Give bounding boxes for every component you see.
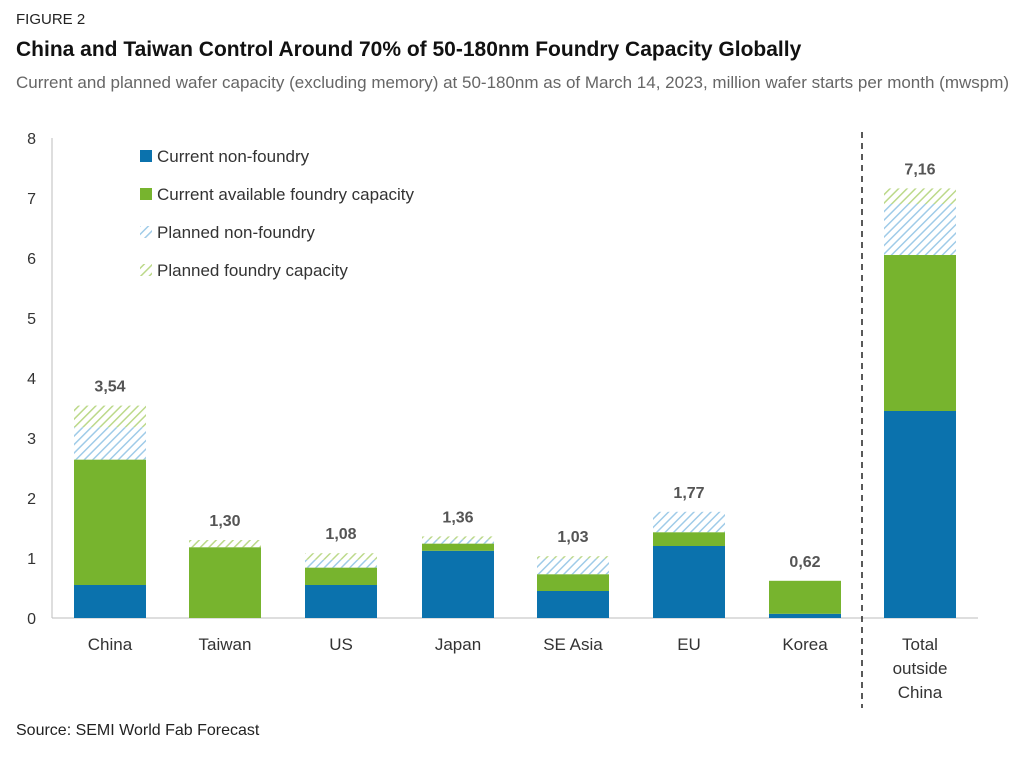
x-category-label: Total xyxy=(902,635,938,654)
bar-segment xyxy=(537,556,609,559)
bar-total-label: 1,30 xyxy=(209,513,240,530)
legend-label: Current available foundry capacity xyxy=(157,185,415,204)
bar-total-label: 7,16 xyxy=(904,161,935,178)
bar-segment xyxy=(884,255,956,411)
bar-segment xyxy=(74,459,146,585)
bar-segment xyxy=(74,427,146,460)
bar-segment xyxy=(422,543,494,551)
y-tick-label: 8 xyxy=(27,131,36,148)
y-tick-label: 1 xyxy=(27,551,36,568)
legend-swatch xyxy=(140,188,152,200)
x-category-label: Taiwan xyxy=(199,635,252,654)
x-category-label: US xyxy=(329,635,353,654)
y-tick-label: 7 xyxy=(27,191,36,208)
chart-subtitle: Current and planned wafer capacity (excl… xyxy=(16,73,1010,92)
x-category-label: outside xyxy=(893,659,948,678)
bar-segment xyxy=(884,411,956,618)
bar-segment xyxy=(422,550,494,618)
bar-segment xyxy=(189,540,261,548)
y-tick-label: 0 xyxy=(27,611,36,628)
x-category-label: SE Asia xyxy=(543,635,603,654)
bar-segment xyxy=(769,613,841,618)
bar-segment xyxy=(653,532,725,546)
bar-segment xyxy=(189,547,261,618)
source-note: Source: SEMI World Fab Forecast xyxy=(16,722,260,739)
bar-segment xyxy=(305,585,377,618)
bar-segment xyxy=(653,511,725,533)
bar-total-label: 1,77 xyxy=(673,485,704,502)
legend-swatch xyxy=(140,264,152,276)
bar-segment xyxy=(305,553,377,560)
legend-label: Current non-foundry xyxy=(157,147,310,166)
bar-segment xyxy=(884,204,956,255)
bar-segment xyxy=(422,536,494,540)
bar-segment xyxy=(537,574,609,591)
bar-segment xyxy=(884,188,956,204)
bar-total-label: 0,62 xyxy=(789,554,820,571)
legend-swatch xyxy=(140,150,152,162)
bar-total-label: 1,36 xyxy=(442,509,473,526)
y-tick-label: 5 xyxy=(27,311,36,328)
y-tick-label: 2 xyxy=(27,491,36,508)
x-category-label: China xyxy=(898,683,943,702)
bar-total-label: 1,08 xyxy=(325,526,356,543)
x-category-label: Japan xyxy=(435,635,481,654)
legend-swatch xyxy=(140,226,152,238)
bar-segment xyxy=(537,558,609,575)
bar-total-label: 3,54 xyxy=(94,379,125,396)
chart-title: China and Taiwan Control Around 70% of 5… xyxy=(16,38,802,61)
bar-segment xyxy=(74,405,146,428)
bar-segment xyxy=(769,580,841,614)
legend-label: Planned non-foundry xyxy=(157,223,315,242)
bar-total-label: 1,03 xyxy=(557,529,588,546)
bar-segment xyxy=(74,585,146,618)
legend-label: Planned foundry capacity xyxy=(157,261,348,280)
x-category-label: Korea xyxy=(782,635,828,654)
figure-label: FIGURE 2 xyxy=(16,11,86,28)
x-category-label: EU xyxy=(677,635,701,654)
y-tick-label: 4 xyxy=(27,371,36,388)
bar-segment xyxy=(653,546,725,618)
bar-segment xyxy=(422,539,494,544)
bar-segment xyxy=(537,591,609,618)
x-category-label: China xyxy=(88,635,133,654)
bar-segment xyxy=(305,559,377,568)
bar-segment xyxy=(305,567,377,585)
y-tick-label: 6 xyxy=(27,251,36,268)
y-tick-label: 3 xyxy=(27,431,36,448)
